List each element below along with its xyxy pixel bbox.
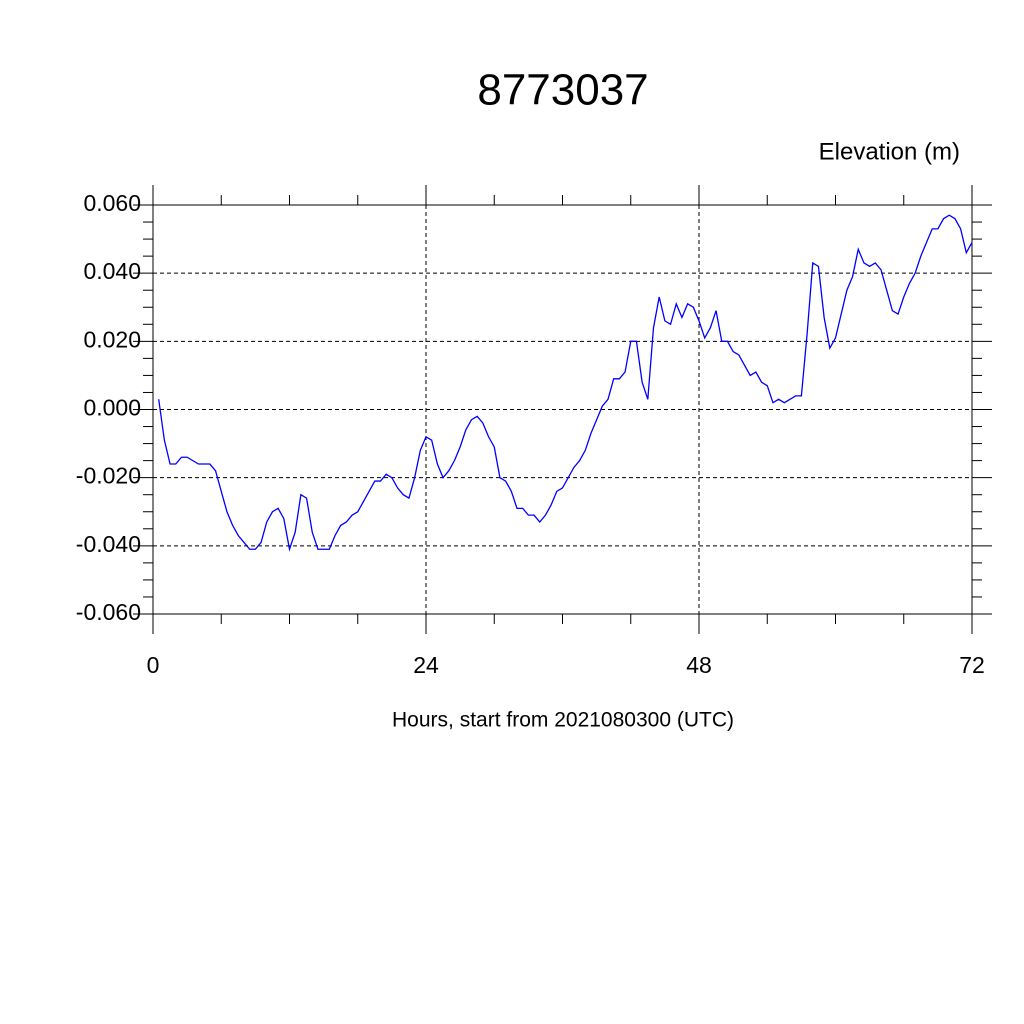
chart-title: 8773037: [477, 66, 648, 115]
y-tick-label: 0.020: [83, 326, 141, 352]
x-tick-label: 0: [147, 652, 160, 678]
y-tick-label: -0.060: [76, 599, 141, 625]
x-axis-label: Hours, start from 2021080300 (UTC): [392, 709, 734, 732]
axis-unit: Elevation (m): [819, 138, 960, 165]
y-tick-label: 0.000: [83, 395, 141, 421]
y-tick-label: -0.040: [76, 531, 141, 557]
y-tick-label: -0.020: [76, 463, 141, 489]
x-tick-label: 24: [413, 652, 439, 678]
x-tick-label: 72: [959, 652, 985, 678]
data-line: [158, 214, 973, 552]
x-tick-label: 48: [686, 652, 712, 678]
y-tick-label: 0.040: [83, 258, 141, 284]
y-tick-label: 0.060: [83, 190, 141, 216]
